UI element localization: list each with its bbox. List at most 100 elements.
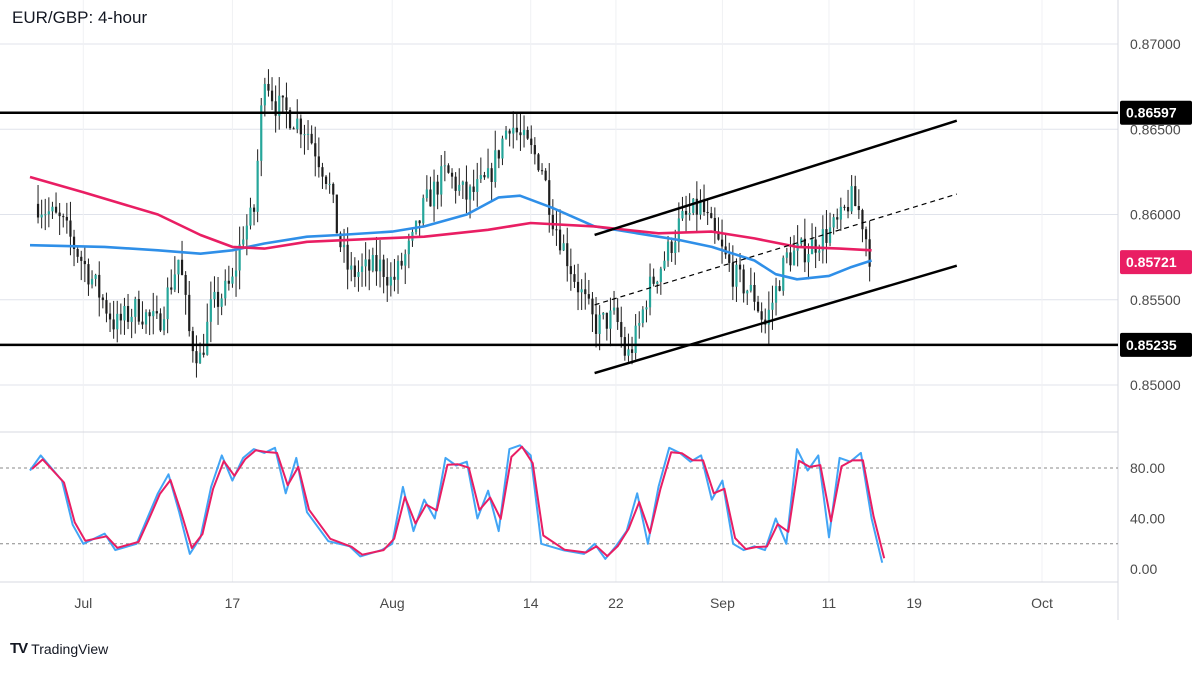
candle-bull [699, 200, 702, 215]
candle-bull [746, 290, 749, 294]
candle-bull [656, 281, 659, 284]
candle-bull [342, 244, 346, 248]
candle-bull [767, 309, 770, 325]
candle-bear [386, 276, 389, 286]
candle-bull [166, 287, 169, 320]
candle-bull [443, 165, 446, 167]
candle-bull [785, 252, 788, 258]
candle-bear [285, 97, 288, 111]
price-axis: 0.87000 0.86500 0.86000 0.85500 0.85000 0.865… [1120, 36, 1192, 577]
candle-bear [170, 287, 173, 290]
candle-bear [317, 156, 320, 168]
moving-averages [29, 175, 873, 281]
candle-bear [368, 259, 371, 271]
candle-bear [393, 276, 396, 280]
candle-bull [162, 319, 166, 331]
time-tick-label: Aug [380, 595, 405, 611]
candle-bear [76, 248, 79, 257]
candle-bear [299, 118, 302, 135]
price-tick-label: 0.86000 [1130, 207, 1181, 223]
candle-bull [440, 166, 443, 195]
price-tick-label: 0.85500 [1130, 292, 1181, 308]
candle-bull [328, 183, 331, 185]
candle-bear [616, 307, 619, 323]
candle-bear [864, 229, 868, 240]
candle-bear [814, 239, 817, 253]
candle-bear [720, 239, 724, 247]
candle-bull [404, 254, 407, 266]
candle-bear [526, 129, 529, 139]
candle-bull [677, 218, 680, 243]
candle-bull [641, 309, 644, 324]
level-price-label: 0.86597 [1126, 105, 1177, 121]
candle-bear [605, 312, 608, 329]
candle-bull [832, 217, 835, 228]
candle-bull [51, 206, 54, 212]
candle-bear [760, 311, 763, 320]
candle-bear [267, 83, 270, 91]
candle-bear [180, 259, 184, 275]
candle-bear [80, 256, 83, 261]
candle-bear [587, 294, 590, 299]
candle-bull [173, 274, 176, 290]
candle-bear [112, 319, 115, 330]
candle-bear [288, 110, 292, 129]
candle-bull [674, 242, 677, 253]
candle-bear [324, 176, 328, 184]
tradingview-brand[interactable]: TV TradingView [10, 640, 108, 657]
candle-bear [184, 274, 187, 295]
candle-bear [825, 229, 828, 243]
candle-bull [666, 241, 670, 261]
channel-upper-line[interactable] [594, 119, 958, 237]
candle-bull [432, 181, 436, 207]
candle-bear [465, 181, 468, 200]
candle-bear [731, 262, 734, 287]
current-price-label: 0.85721 [1126, 254, 1177, 270]
candle-bear [62, 216, 65, 218]
candle-bear [454, 176, 457, 191]
time-tick-label: Oct [1031, 595, 1053, 611]
channel-middle-line[interactable] [594, 193, 957, 306]
candle-bull [152, 311, 155, 317]
candle-bull [792, 250, 796, 266]
candle-bull [782, 257, 785, 291]
candle-bull [422, 198, 425, 224]
candle-bear [155, 311, 158, 314]
candle-bear [756, 301, 760, 312]
candle-bear [65, 216, 68, 221]
candle-bull [522, 129, 526, 136]
chart-title: EUR/GBP: 4-hour [12, 8, 148, 27]
candle-bull [476, 179, 479, 192]
candle-bull [407, 240, 410, 255]
candle-bear [573, 274, 576, 282]
time-tick-label: Sep [710, 595, 735, 611]
candle-bull [749, 284, 752, 291]
candle-bear [861, 210, 864, 230]
candle-bear [515, 127, 518, 133]
candle-bear [450, 172, 454, 177]
stoch-tick-label: 40.00 [1130, 511, 1165, 527]
candle-bull [263, 83, 266, 106]
candle-bull [213, 291, 216, 300]
candle-bull [839, 206, 842, 220]
channel-lower-line[interactable] [594, 264, 958, 375]
ma-slow-line [29, 175, 872, 252]
level-price-label: 0.85235 [1126, 337, 1177, 353]
candle-bear [843, 206, 846, 208]
candle-bear [353, 265, 356, 277]
candle-bull [468, 186, 472, 200]
candle-bear [126, 305, 130, 322]
candle-bear [292, 128, 295, 130]
candle-bear [868, 239, 871, 267]
candle-bull [350, 265, 353, 270]
candle-bull [123, 305, 126, 321]
candle-bear [216, 291, 220, 307]
candle-bear [566, 243, 569, 267]
candle-bull [425, 189, 428, 199]
candle-bear [519, 132, 522, 136]
candle-bear [382, 259, 385, 277]
candle-bear [332, 183, 335, 195]
candle-bull [663, 260, 666, 269]
candle-bull [821, 229, 824, 251]
candle-bear [483, 175, 486, 178]
